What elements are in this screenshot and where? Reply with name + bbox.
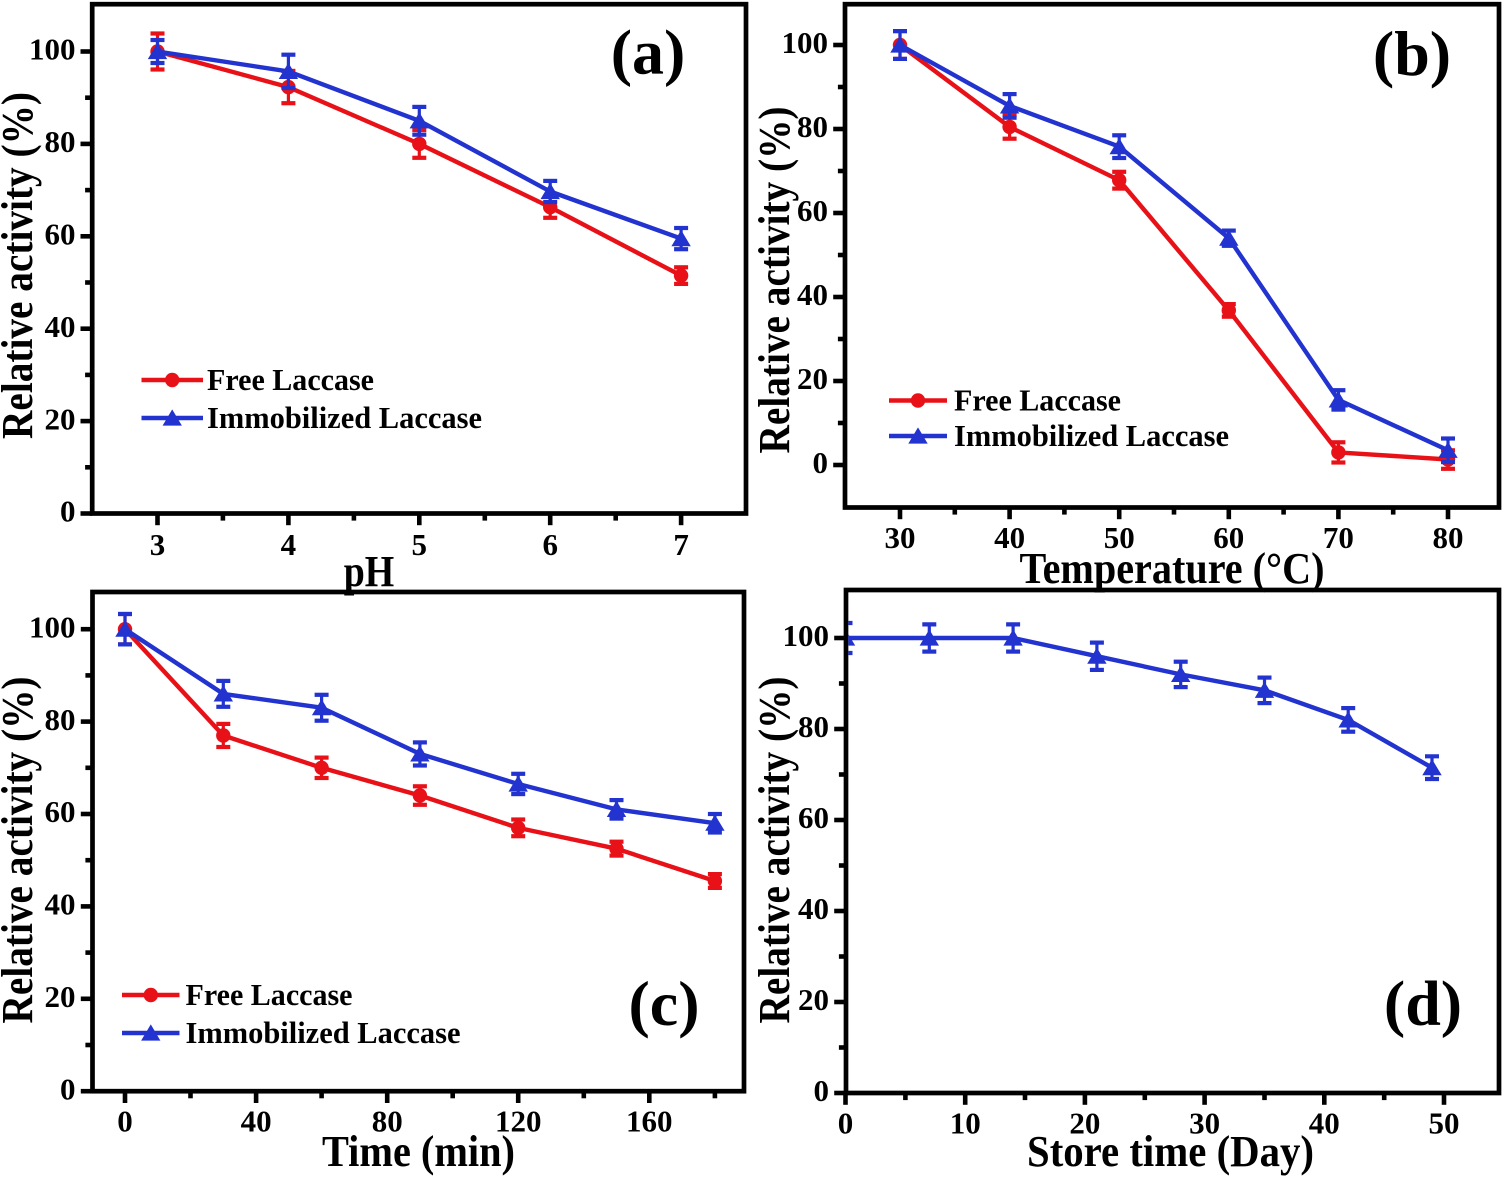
svg-text:0: 0 bbox=[813, 445, 829, 480]
svg-text:70: 70 bbox=[1323, 520, 1354, 555]
svg-text:Immobilized Laccase: Immobilized Laccase bbox=[186, 1015, 461, 1050]
svg-text:40: 40 bbox=[994, 520, 1025, 555]
svg-text:60: 60 bbox=[45, 794, 76, 829]
svg-text:80: 80 bbox=[1433, 520, 1464, 555]
svg-text:Free Laccase: Free Laccase bbox=[954, 383, 1121, 418]
svg-text:7: 7 bbox=[673, 527, 689, 562]
svg-text:80: 80 bbox=[45, 702, 76, 737]
svg-text:20: 20 bbox=[45, 401, 76, 436]
svg-text:40: 40 bbox=[1309, 1106, 1340, 1141]
svg-text:Free Laccase: Free Laccase bbox=[186, 977, 353, 1012]
svg-text:10: 10 bbox=[950, 1106, 981, 1141]
svg-text:100: 100 bbox=[29, 609, 76, 644]
svg-text:80: 80 bbox=[797, 109, 828, 144]
svg-text:0: 0 bbox=[814, 1073, 830, 1108]
svg-text:100: 100 bbox=[782, 25, 829, 60]
svg-text:Temperature (°C): Temperature (°C) bbox=[1020, 544, 1325, 593]
svg-text:60: 60 bbox=[1213, 520, 1244, 555]
svg-text:20: 20 bbox=[798, 982, 829, 1017]
svg-text:(b): (b) bbox=[1373, 18, 1451, 89]
svg-text:(a): (a) bbox=[611, 17, 686, 88]
svg-text:3: 3 bbox=[150, 527, 166, 562]
svg-text:120: 120 bbox=[495, 1104, 542, 1139]
svg-text:30: 30 bbox=[885, 520, 916, 555]
svg-text:50: 50 bbox=[1104, 520, 1135, 555]
svg-text:30: 30 bbox=[1189, 1106, 1220, 1141]
svg-text:40: 40 bbox=[797, 277, 828, 312]
svg-text:100: 100 bbox=[29, 32, 76, 67]
svg-text:(c): (c) bbox=[628, 968, 699, 1039]
svg-text:4: 4 bbox=[281, 527, 297, 562]
svg-text:160: 160 bbox=[626, 1104, 673, 1139]
svg-text:0: 0 bbox=[60, 1071, 76, 1106]
svg-text:40: 40 bbox=[798, 891, 829, 926]
svg-text:60: 60 bbox=[45, 217, 76, 252]
svg-text:Relative activity (%): Relative activity (%) bbox=[0, 92, 42, 439]
svg-text:80: 80 bbox=[45, 124, 76, 159]
svg-text:Time (min): Time (min) bbox=[322, 1127, 515, 1176]
svg-text:50: 50 bbox=[1429, 1106, 1460, 1141]
svg-text:0: 0 bbox=[838, 1106, 854, 1141]
svg-text:60: 60 bbox=[798, 800, 829, 835]
svg-text:40: 40 bbox=[45, 887, 76, 922]
svg-text:Immobilized Laccase: Immobilized Laccase bbox=[954, 418, 1229, 453]
svg-text:Immobilized Laccase: Immobilized Laccase bbox=[207, 400, 482, 435]
svg-text:5: 5 bbox=[412, 527, 428, 562]
svg-text:60: 60 bbox=[797, 193, 828, 228]
svg-text:40: 40 bbox=[45, 309, 76, 344]
svg-text:6: 6 bbox=[542, 527, 558, 562]
svg-text:(d): (d) bbox=[1384, 968, 1462, 1039]
svg-text:80: 80 bbox=[798, 709, 829, 744]
svg-text:20: 20 bbox=[797, 361, 828, 396]
svg-text:pH: pH bbox=[344, 547, 395, 596]
svg-text:0: 0 bbox=[117, 1104, 133, 1139]
svg-text:Store time (Day): Store time (Day) bbox=[1027, 1127, 1314, 1176]
svg-text:Free Laccase: Free Laccase bbox=[207, 362, 374, 397]
svg-text:20: 20 bbox=[1069, 1106, 1100, 1141]
svg-text:40: 40 bbox=[241, 1104, 272, 1139]
svg-text:Relative activity (%): Relative activity (%) bbox=[750, 677, 799, 1024]
svg-text:80: 80 bbox=[372, 1104, 403, 1139]
svg-text:0: 0 bbox=[60, 494, 76, 529]
svg-text:100: 100 bbox=[783, 618, 830, 653]
svg-text:20: 20 bbox=[45, 979, 76, 1014]
svg-text:Relative activity (%): Relative activity (%) bbox=[0, 677, 42, 1024]
svg-text:Relative activity (%): Relative activity (%) bbox=[750, 107, 799, 454]
